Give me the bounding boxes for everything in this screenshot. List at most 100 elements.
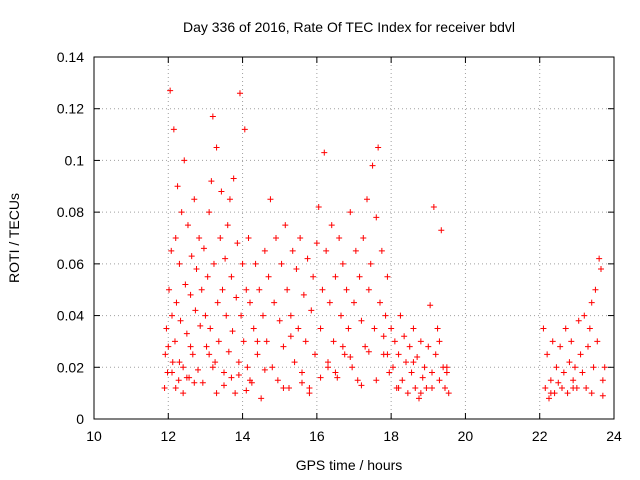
data-point (581, 312, 588, 319)
data-point (203, 343, 210, 350)
data-point (395, 351, 402, 358)
data-point (293, 266, 300, 273)
data-point (586, 325, 593, 332)
data-point (295, 325, 302, 332)
data-point (354, 377, 361, 384)
data-point (577, 351, 584, 358)
data-point (161, 384, 168, 391)
data-point (349, 364, 356, 371)
data-point (213, 390, 220, 397)
data-point (261, 247, 268, 254)
data-point (382, 312, 389, 319)
data-point (384, 351, 391, 358)
data-point (221, 369, 227, 376)
data-point (416, 395, 422, 402)
data-point (598, 266, 604, 273)
data-point (429, 384, 435, 391)
y-tick-label: 0.04 (57, 308, 84, 324)
data-point (191, 196, 198, 203)
data-point (210, 260, 217, 267)
data-point (397, 312, 404, 319)
y-tick-label: 0.1 (65, 152, 85, 168)
data-point (171, 338, 178, 345)
data-point (358, 317, 365, 324)
data-point (390, 364, 396, 371)
data-point (436, 338, 443, 345)
data-point (263, 338, 270, 345)
data-point (317, 325, 324, 332)
data-point (408, 369, 415, 376)
data-point (218, 188, 225, 195)
data-point (443, 364, 450, 371)
data-point (312, 351, 318, 358)
data-point (544, 351, 551, 358)
data-point (427, 302, 434, 309)
data-point (267, 196, 274, 203)
data-point (261, 366, 268, 373)
data-point (184, 222, 191, 229)
data-point (304, 255, 311, 262)
data-point (236, 90, 243, 97)
data-point (239, 260, 246, 267)
y-tick-labels: 0 0.02 0.04 0.06 0.08 0.1 0.12 0.14 (57, 49, 84, 427)
data-point (226, 196, 233, 203)
data-point (423, 384, 430, 391)
data-point (395, 384, 402, 391)
x-tick-label: 10 (86, 428, 102, 444)
data-point (594, 338, 601, 345)
grid-lines (94, 57, 614, 419)
data-point (542, 384, 549, 391)
data-point (438, 227, 445, 234)
data-point (590, 364, 597, 371)
x-tick-label: 20 (458, 428, 474, 444)
data-point (286, 384, 292, 391)
data-point (193, 266, 200, 273)
data-point (222, 255, 229, 262)
data-point (238, 312, 245, 319)
data-point (254, 351, 261, 358)
data-point (170, 126, 177, 133)
data-point (271, 299, 278, 306)
data-point (234, 240, 241, 247)
data-point (198, 286, 205, 293)
data-point (176, 359, 183, 366)
data-point (169, 369, 175, 376)
data-point (287, 312, 294, 319)
data-point (373, 214, 380, 221)
data-point (310, 273, 317, 280)
data-point (254, 338, 261, 345)
data-point (546, 395, 552, 402)
data-point (289, 247, 296, 254)
data-point (187, 291, 194, 298)
data-point (365, 348, 372, 355)
data-point (213, 144, 220, 151)
data-point (570, 377, 577, 384)
data-point (180, 390, 187, 397)
data-point (230, 175, 237, 182)
data-point (421, 364, 428, 371)
data-point (417, 338, 424, 345)
y-tick-label: 0 (76, 411, 84, 427)
data-point (321, 149, 328, 156)
data-point (284, 286, 291, 293)
data-point (297, 235, 304, 241)
data-point (388, 325, 395, 332)
data-point (245, 235, 252, 241)
x-tick-label: 16 (309, 428, 325, 444)
data-point (592, 286, 599, 293)
data-point (207, 325, 214, 332)
y-tick-label: 0.08 (57, 204, 84, 220)
data-point (585, 343, 591, 350)
data-point (250, 325, 257, 332)
data-point (330, 338, 337, 345)
data-point (547, 377, 554, 384)
data-point (260, 312, 266, 319)
data-point (378, 247, 385, 254)
data-point (377, 299, 383, 306)
data-point (243, 387, 250, 394)
y-tick-label: 0.14 (57, 49, 84, 65)
data-point (302, 338, 309, 345)
data-point (417, 390, 424, 397)
data-point (601, 364, 608, 371)
data-point (365, 286, 372, 293)
